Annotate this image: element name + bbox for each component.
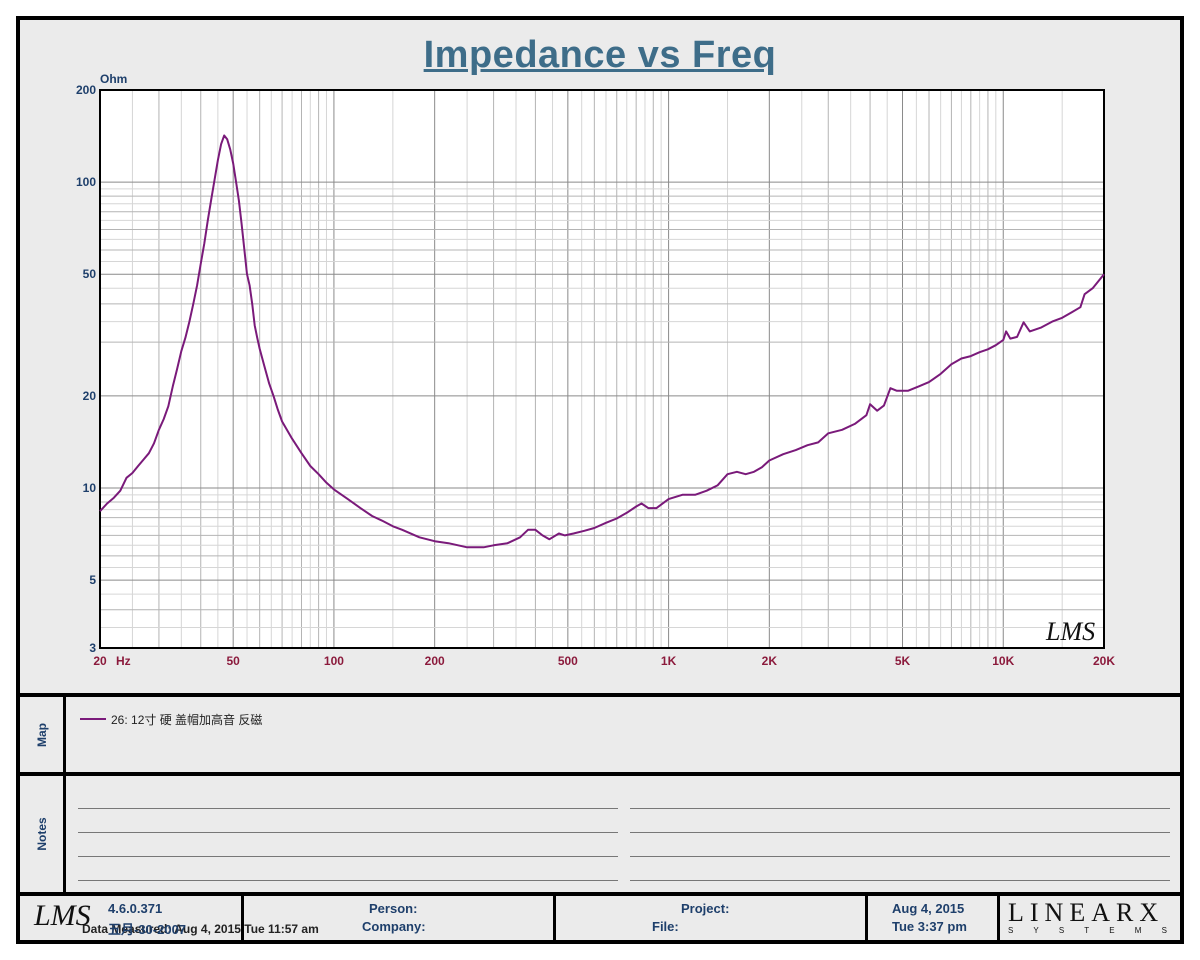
note-line — [78, 832, 618, 833]
linearx-logo: LINEARX — [1008, 898, 1165, 927]
plot-border — [99, 89, 1105, 649]
note-line — [630, 808, 1170, 809]
plot-area: Impedance vs Freq 20 50 100 200 500 1K 2K 5K 10K… — [20, 20, 1180, 696]
divider — [20, 693, 1180, 697]
footer: LMS 4.6.0.371 五月-30-2007 Person: Company… — [20, 896, 1180, 940]
map-section: Map 26: 12寸 硬 盖帽加高音 反磁 — [20, 697, 1180, 772]
y-axis-unit-label: Ohm — [100, 72, 127, 86]
note-line — [630, 832, 1170, 833]
footer-date: Aug 4, 2015 — [892, 901, 965, 916]
y-tick-label: 20 — [83, 389, 97, 403]
data-measured-text: Data Measured: Aug 4, 2015 Tue 11:57 am — [82, 922, 319, 936]
legend-swatch — [80, 718, 106, 720]
y-tick-label: 50 — [83, 267, 97, 281]
project-label: Project: — [681, 901, 730, 916]
map-label: Map — [34, 722, 49, 747]
axis-labels: 20 50 100 200 500 1K 2K 5K 10K 20K Hz 200 100 50 20 10 5… — [76, 83, 1115, 668]
y-tick-label: 200 — [76, 83, 96, 97]
linearx-subtitle: S Y S T E M S — [1008, 926, 1176, 935]
divider — [20, 772, 1180, 776]
x-tick-label: 2K — [762, 654, 778, 668]
footer-project-cell: Project: File: — [556, 896, 868, 940]
x-tick-label: 100 — [324, 654, 344, 668]
y-tick-label: 100 — [76, 175, 96, 189]
company-label: Company: — [362, 919, 426, 934]
footer-person-cell: Person: Company: — [244, 896, 556, 940]
y-tick-label: 3 — [89, 641, 96, 655]
x-tick-label: 5K — [895, 654, 911, 668]
footer-time: Tue 3:37 pm — [892, 919, 967, 934]
x-tick-label: 10K — [992, 654, 1014, 668]
notes-label: Notes — [34, 817, 49, 851]
x-tick-label: 200 — [425, 654, 445, 668]
lms-watermark: LMS — [1045, 617, 1095, 646]
x-tick-label: 500 — [558, 654, 578, 668]
x-tick-label: 20 — [93, 654, 107, 668]
x-tick-label: 1K — [661, 654, 677, 668]
build-date-text: 五月-30-2007 — [108, 922, 187, 937]
chart-title: Impedance vs Freq — [423, 34, 777, 76]
footer-date-cell: Aug 4, 2015 Tue 3:37 pm — [868, 896, 1000, 940]
map-side-label: Map — [20, 697, 66, 772]
notes-section: Notes Data Measured: Aug 4, 2015 Tue 11:… — [20, 776, 1180, 936]
divider — [20, 892, 1180, 896]
note-line — [78, 808, 618, 809]
legend-entry: 26: 12寸 硬 盖帽加高音 反磁 — [111, 713, 263, 727]
y-tick-label: 10 — [83, 481, 97, 495]
x-tick-label: 50 — [226, 654, 240, 668]
note-line — [78, 880, 618, 881]
footer-version-cell: LMS 4.6.0.371 五月-30-2007 — [20, 896, 244, 940]
x-tick-label: 20K — [1093, 654, 1115, 668]
series-layer — [99, 134, 1105, 549]
note-line — [630, 856, 1170, 857]
impedance-chart: 20 50 100 200 500 1K 2K 5K 10K 20K Hz 200 100 50 20 10 5… — [76, 72, 1115, 668]
notes-side-label: Notes — [20, 776, 66, 892]
y-tick-label: 5 — [89, 573, 96, 587]
file-label: File: — [652, 919, 679, 934]
lms-logo: LMS — [34, 899, 91, 932]
footer-brand-cell: LINEARX S Y S T E M S — [1000, 896, 1180, 940]
version-text: 4.6.0.371 — [108, 901, 163, 916]
note-line — [630, 880, 1170, 881]
report-frame: Impedance vs Freq 20 50 100 200 500 1K 2K 5K 10K… — [16, 16, 1184, 944]
impedance-curve — [99, 134, 1105, 549]
person-label: Person: — [369, 901, 418, 916]
grid — [99, 89, 1105, 649]
plot-background — [100, 90, 1104, 648]
x-unit-label: Hz — [116, 654, 131, 668]
note-line — [78, 856, 618, 857]
